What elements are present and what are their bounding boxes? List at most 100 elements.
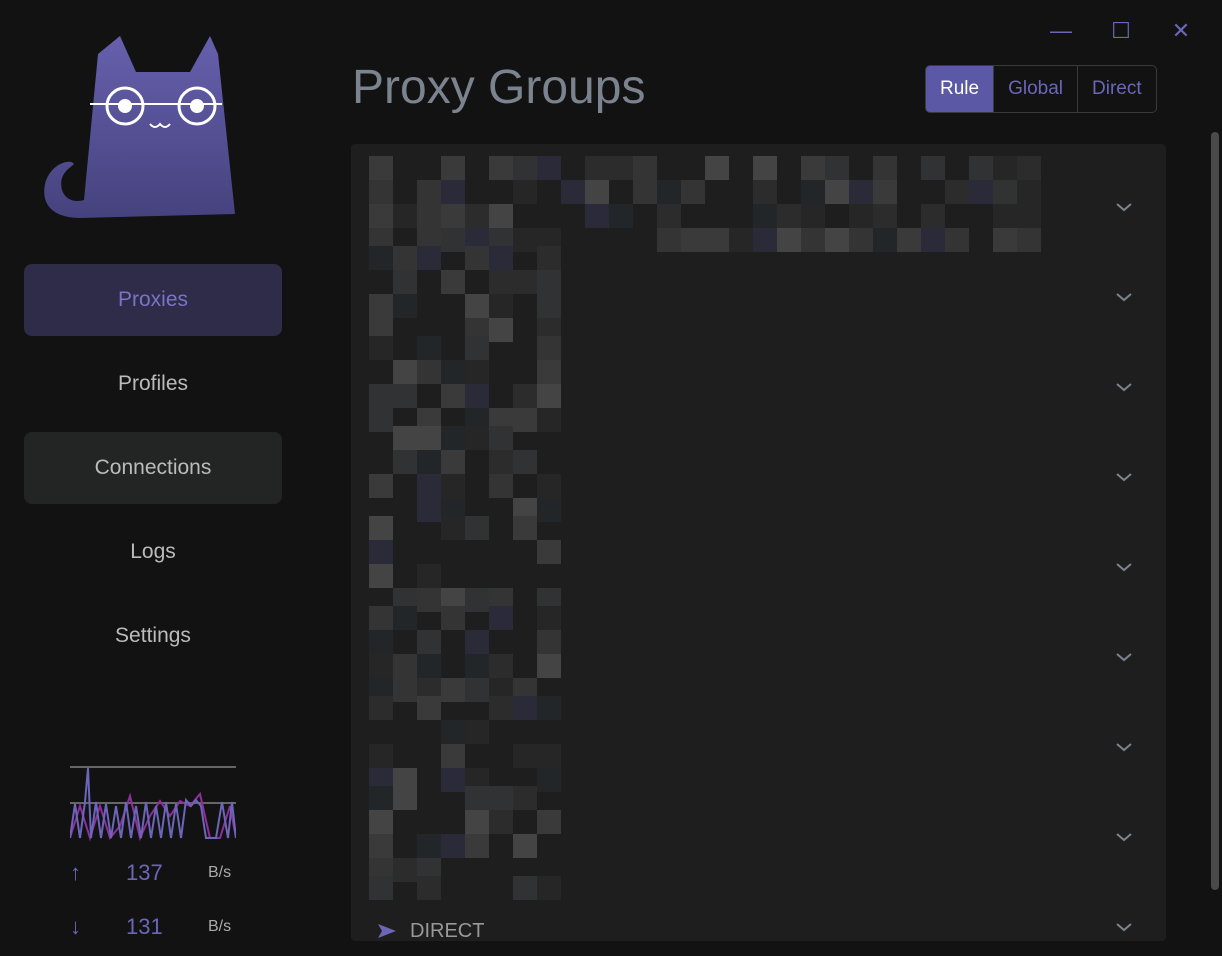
redacted-pixel	[369, 564, 393, 588]
upload-rate: ↑ 137 B/s	[70, 860, 232, 885]
redacted-pixel	[369, 408, 393, 432]
redacted-pixel	[537, 294, 561, 318]
redacted-pixel	[489, 246, 513, 270]
mode-switch: Rule Global Direct	[925, 65, 1157, 113]
redacted-pixel	[489, 696, 513, 720]
redacted-pixel	[489, 450, 513, 474]
chevron-down-icon[interactable]	[1114, 380, 1134, 394]
proxy-group[interactable]	[351, 246, 1166, 342]
redacted-pixel	[369, 786, 393, 810]
redacted-pixel	[441, 360, 465, 384]
redacted-pixel	[489, 786, 513, 810]
redacted-pixel	[729, 228, 753, 252]
proxy-group[interactable]	[351, 876, 1166, 941]
mode-direct-button[interactable]: Direct	[1077, 66, 1156, 112]
redacted-pixel	[369, 876, 393, 900]
redacted-pixel	[489, 606, 513, 630]
redacted-pixel	[537, 606, 561, 630]
redacted-pixel	[873, 204, 897, 228]
minimize-icon[interactable]: —	[1050, 18, 1072, 43]
chevron-down-icon[interactable]	[1114, 290, 1134, 304]
chevron-down-icon[interactable]	[1114, 650, 1134, 664]
redacted-pixel	[369, 654, 393, 678]
proxy-group[interactable]	[351, 696, 1166, 792]
redacted-pixel	[657, 204, 681, 228]
redacted-pixel	[969, 156, 993, 180]
proxy-group[interactable]	[351, 156, 1166, 252]
redacted-pixel	[369, 630, 393, 654]
redacted-pixel	[801, 204, 825, 228]
chevron-down-icon[interactable]	[1114, 200, 1134, 214]
redacted-pixel	[465, 204, 489, 228]
redacted-pixel	[369, 384, 393, 408]
redacted-pixel	[417, 876, 441, 900]
redacted-pixel	[465, 810, 489, 834]
mode-global-button[interactable]: Global	[993, 66, 1077, 112]
redacted-pixel	[393, 786, 417, 810]
redacted-pixel	[465, 294, 489, 318]
sidebar-item-settings[interactable]: Settings	[115, 624, 191, 647]
redacted-pixel	[369, 696, 393, 720]
close-icon[interactable]: ✕	[1171, 18, 1191, 43]
redacted-pixel	[417, 450, 441, 474]
redacted-pixel	[849, 180, 873, 204]
redacted-pixel	[417, 498, 441, 522]
redacted-pixel	[417, 180, 441, 204]
sidebar-item-logs[interactable]: Logs	[130, 540, 176, 563]
redacted-pixel	[897, 228, 921, 252]
redacted-pixel	[849, 204, 873, 228]
redacted-pixel	[489, 474, 513, 498]
redacted-pixel	[489, 810, 513, 834]
redacted-pixel	[441, 516, 465, 540]
redacted-pixel	[609, 204, 633, 228]
proxy-group[interactable]	[351, 516, 1166, 612]
redacted-pixel	[369, 294, 393, 318]
redacted-pixel	[465, 630, 489, 654]
redacted-pixel	[873, 180, 897, 204]
sidebar-item-connections[interactable]: Connections	[24, 432, 282, 504]
redacted-pixel	[585, 204, 609, 228]
redacted-pixel	[873, 156, 897, 180]
redacted-pixel	[393, 384, 417, 408]
redacted-pixel	[465, 678, 489, 702]
redacted-pixel	[753, 156, 777, 180]
redacted-pixel	[393, 606, 417, 630]
redacted-pixel	[561, 180, 585, 204]
chevron-down-icon[interactable]	[1114, 740, 1134, 754]
redacted-pixel	[921, 228, 945, 252]
proxy-group[interactable]	[351, 606, 1166, 702]
proxy-group[interactable]	[351, 336, 1166, 432]
redacted-pixel	[417, 360, 441, 384]
redacted-pixel	[393, 858, 417, 882]
proxy-group[interactable]	[351, 426, 1166, 522]
proxy-group[interactable]	[351, 786, 1166, 882]
chevron-down-icon[interactable]	[1114, 470, 1134, 484]
maximize-icon[interactable]: ☐	[1111, 18, 1131, 43]
redacted-pixel	[537, 696, 561, 720]
redacted-pixel	[441, 384, 465, 408]
redacted-pixel	[393, 678, 417, 702]
redacted-pixel	[417, 204, 441, 228]
redacted-pixel	[801, 228, 825, 252]
mode-rule-button[interactable]: Rule	[926, 66, 994, 112]
redacted-pixel	[537, 876, 561, 900]
redacted-pixel	[777, 228, 801, 252]
chevron-down-icon[interactable]	[1114, 830, 1134, 844]
chevron-down-icon[interactable]	[1114, 920, 1134, 934]
redacted-pixel	[441, 720, 465, 744]
redacted-pixel	[945, 180, 969, 204]
sidebar-item-proxies[interactable]: Proxies	[24, 264, 282, 336]
redacted-pixel	[417, 654, 441, 678]
redacted-pixel	[417, 696, 441, 720]
sidebar-item-profiles[interactable]: Profiles	[117, 372, 189, 395]
redacted-pixel	[681, 180, 705, 204]
redacted-pixel	[465, 654, 489, 678]
redacted-pixel	[513, 180, 537, 204]
redacted-pixel	[489, 654, 513, 678]
redacted-pixel	[513, 384, 537, 408]
scrollbar[interactable]	[1211, 132, 1219, 890]
redacted-pixel	[417, 336, 441, 360]
chevron-down-icon[interactable]	[1114, 560, 1134, 574]
redacted-pixel	[465, 834, 489, 858]
redacted-pixel	[993, 180, 1017, 204]
